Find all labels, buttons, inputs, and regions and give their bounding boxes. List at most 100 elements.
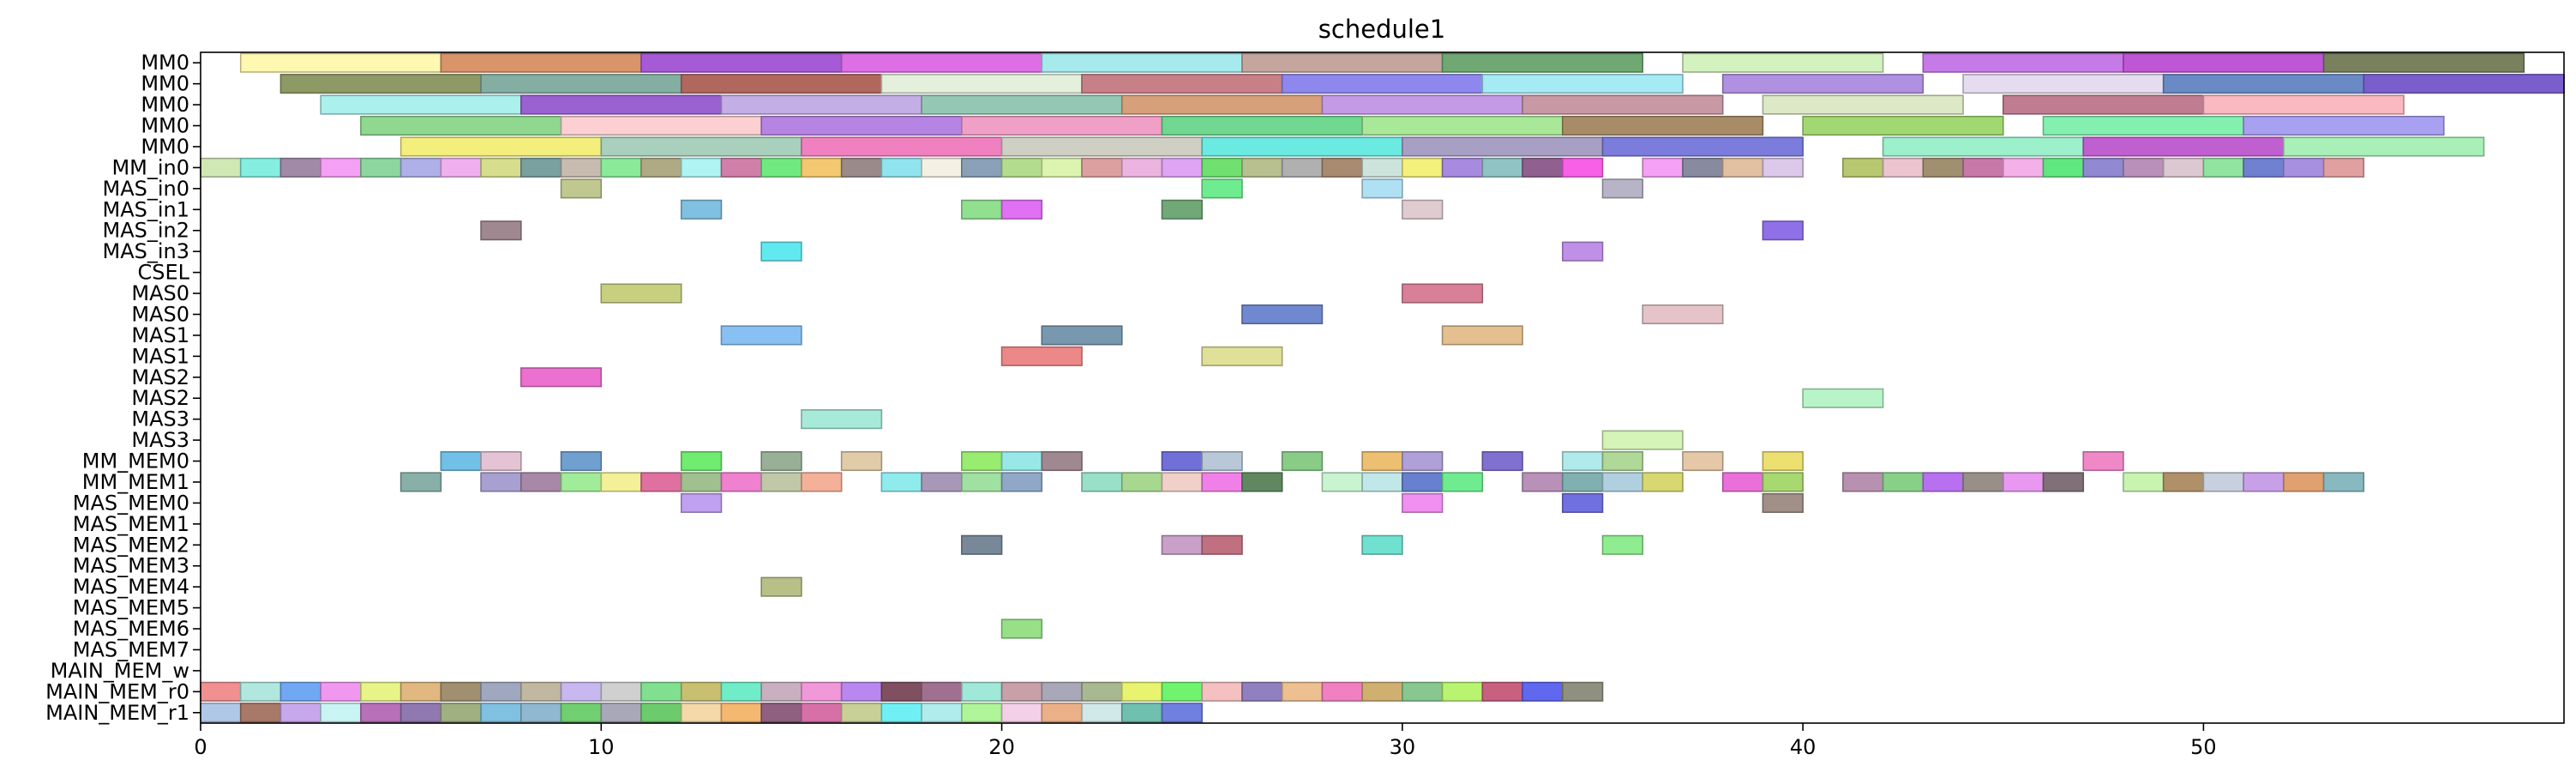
task-bar	[2042, 157, 2085, 178]
task-bar	[320, 157, 362, 178]
task-bar	[320, 681, 362, 702]
y-tick-label: MAS_MEM2	[73, 533, 189, 557]
task-bar	[880, 74, 1083, 94]
task-bar	[560, 178, 603, 199]
task-bar	[680, 492, 723, 513]
task-bar	[1281, 74, 1484, 94]
task-bar	[1081, 472, 1123, 492]
task-bar	[1802, 115, 2004, 136]
y-tick-label: MAIN_MEM_r0	[45, 679, 189, 703]
task-bar	[1441, 325, 1523, 346]
task-bar	[880, 703, 922, 723]
x-tick-label: 10	[588, 735, 615, 759]
task-bar	[640, 681, 682, 702]
y-axis-labels: MM0MM0MM0MM0MM0MM_in0MAS_in0MAS_in1MAS_i…	[45, 51, 201, 725]
task-bar	[560, 157, 603, 178]
task-bar	[1281, 450, 1324, 472]
y-tick-label: MAS_in3	[102, 239, 189, 263]
task-bar	[200, 157, 242, 178]
task-bar	[440, 52, 642, 73]
task-bar	[360, 157, 402, 178]
task-bar	[720, 325, 802, 346]
task-bar	[801, 409, 883, 430]
task-bar	[1402, 157, 1444, 178]
task-bar	[1721, 74, 1924, 94]
task-bar	[680, 450, 723, 472]
task-bar	[2322, 52, 2525, 73]
task-bar	[1402, 681, 1444, 702]
task-bar	[520, 472, 562, 492]
task-bar	[239, 157, 282, 178]
task-bar	[440, 703, 482, 723]
task-bar	[1481, 681, 1523, 702]
task-bar	[921, 472, 963, 492]
y-tick-label: MM0	[141, 135, 189, 159]
task-bar	[2202, 94, 2405, 115]
task-bar	[840, 52, 1043, 73]
task-bar	[1682, 157, 1724, 178]
task-bar	[480, 681, 522, 702]
task-bar	[1361, 450, 1403, 472]
task-bar	[480, 472, 522, 492]
task-bar	[1642, 472, 1684, 492]
task-bar	[1000, 450, 1043, 472]
task-bar	[1561, 450, 1604, 472]
task-bar	[2042, 115, 2244, 136]
task-bar	[760, 681, 802, 702]
task-bar	[1402, 492, 1444, 513]
task-bar	[1321, 681, 1363, 702]
task-bar	[399, 681, 442, 702]
task-bar	[1842, 157, 1884, 178]
task-bar	[440, 681, 482, 702]
x-tick-label: 20	[988, 735, 1015, 759]
task-bar	[2082, 136, 2285, 157]
task-bar	[520, 703, 562, 723]
task-bar	[2322, 157, 2365, 178]
task-bar	[801, 472, 843, 492]
task-bar	[399, 703, 442, 723]
task-bar	[1561, 472, 1604, 492]
task-bar	[600, 472, 642, 492]
task-bar	[1120, 681, 1163, 702]
task-bar	[1441, 472, 1484, 492]
task-bar	[1161, 681, 1204, 702]
task-bar	[1161, 472, 1204, 492]
task-bar	[1281, 157, 1324, 178]
task-bar	[440, 157, 482, 178]
task-bar	[1201, 178, 1243, 199]
task-bar	[1561, 241, 1604, 262]
task-bar	[1882, 157, 1924, 178]
x-tick-label: 50	[2190, 735, 2217, 759]
task-bar	[1241, 304, 1324, 325]
task-bar	[840, 681, 883, 702]
task-bar	[1361, 472, 1403, 492]
y-tick-label: MAS_MEM7	[73, 637, 189, 661]
task-bar	[1481, 450, 1523, 472]
task-bar	[1361, 115, 1564, 136]
y-tick-label: MAS3	[131, 428, 189, 452]
task-bar	[1601, 472, 1644, 492]
task-bar	[1161, 157, 1204, 178]
task-bar	[801, 157, 843, 178]
task-bar	[399, 157, 442, 178]
task-bar	[1481, 74, 1684, 94]
task-bar	[2202, 157, 2244, 178]
task-bar	[801, 703, 843, 723]
task-bar	[1321, 472, 1363, 492]
task-bar	[1522, 157, 1564, 178]
task-bar	[801, 136, 1003, 157]
task-bar	[1361, 681, 1403, 702]
task-bar	[1922, 472, 1964, 492]
task-bar	[760, 576, 802, 597]
task-bar	[840, 157, 883, 178]
task-bar	[760, 703, 802, 723]
task-bar	[720, 94, 922, 115]
task-bar	[600, 283, 682, 304]
task-bar	[1241, 472, 1283, 492]
task-bar	[1802, 388, 1884, 408]
task-bar	[1522, 94, 1724, 115]
task-bar	[480, 74, 682, 94]
task-bar	[1201, 157, 1243, 178]
task-bar	[1241, 681, 1283, 702]
